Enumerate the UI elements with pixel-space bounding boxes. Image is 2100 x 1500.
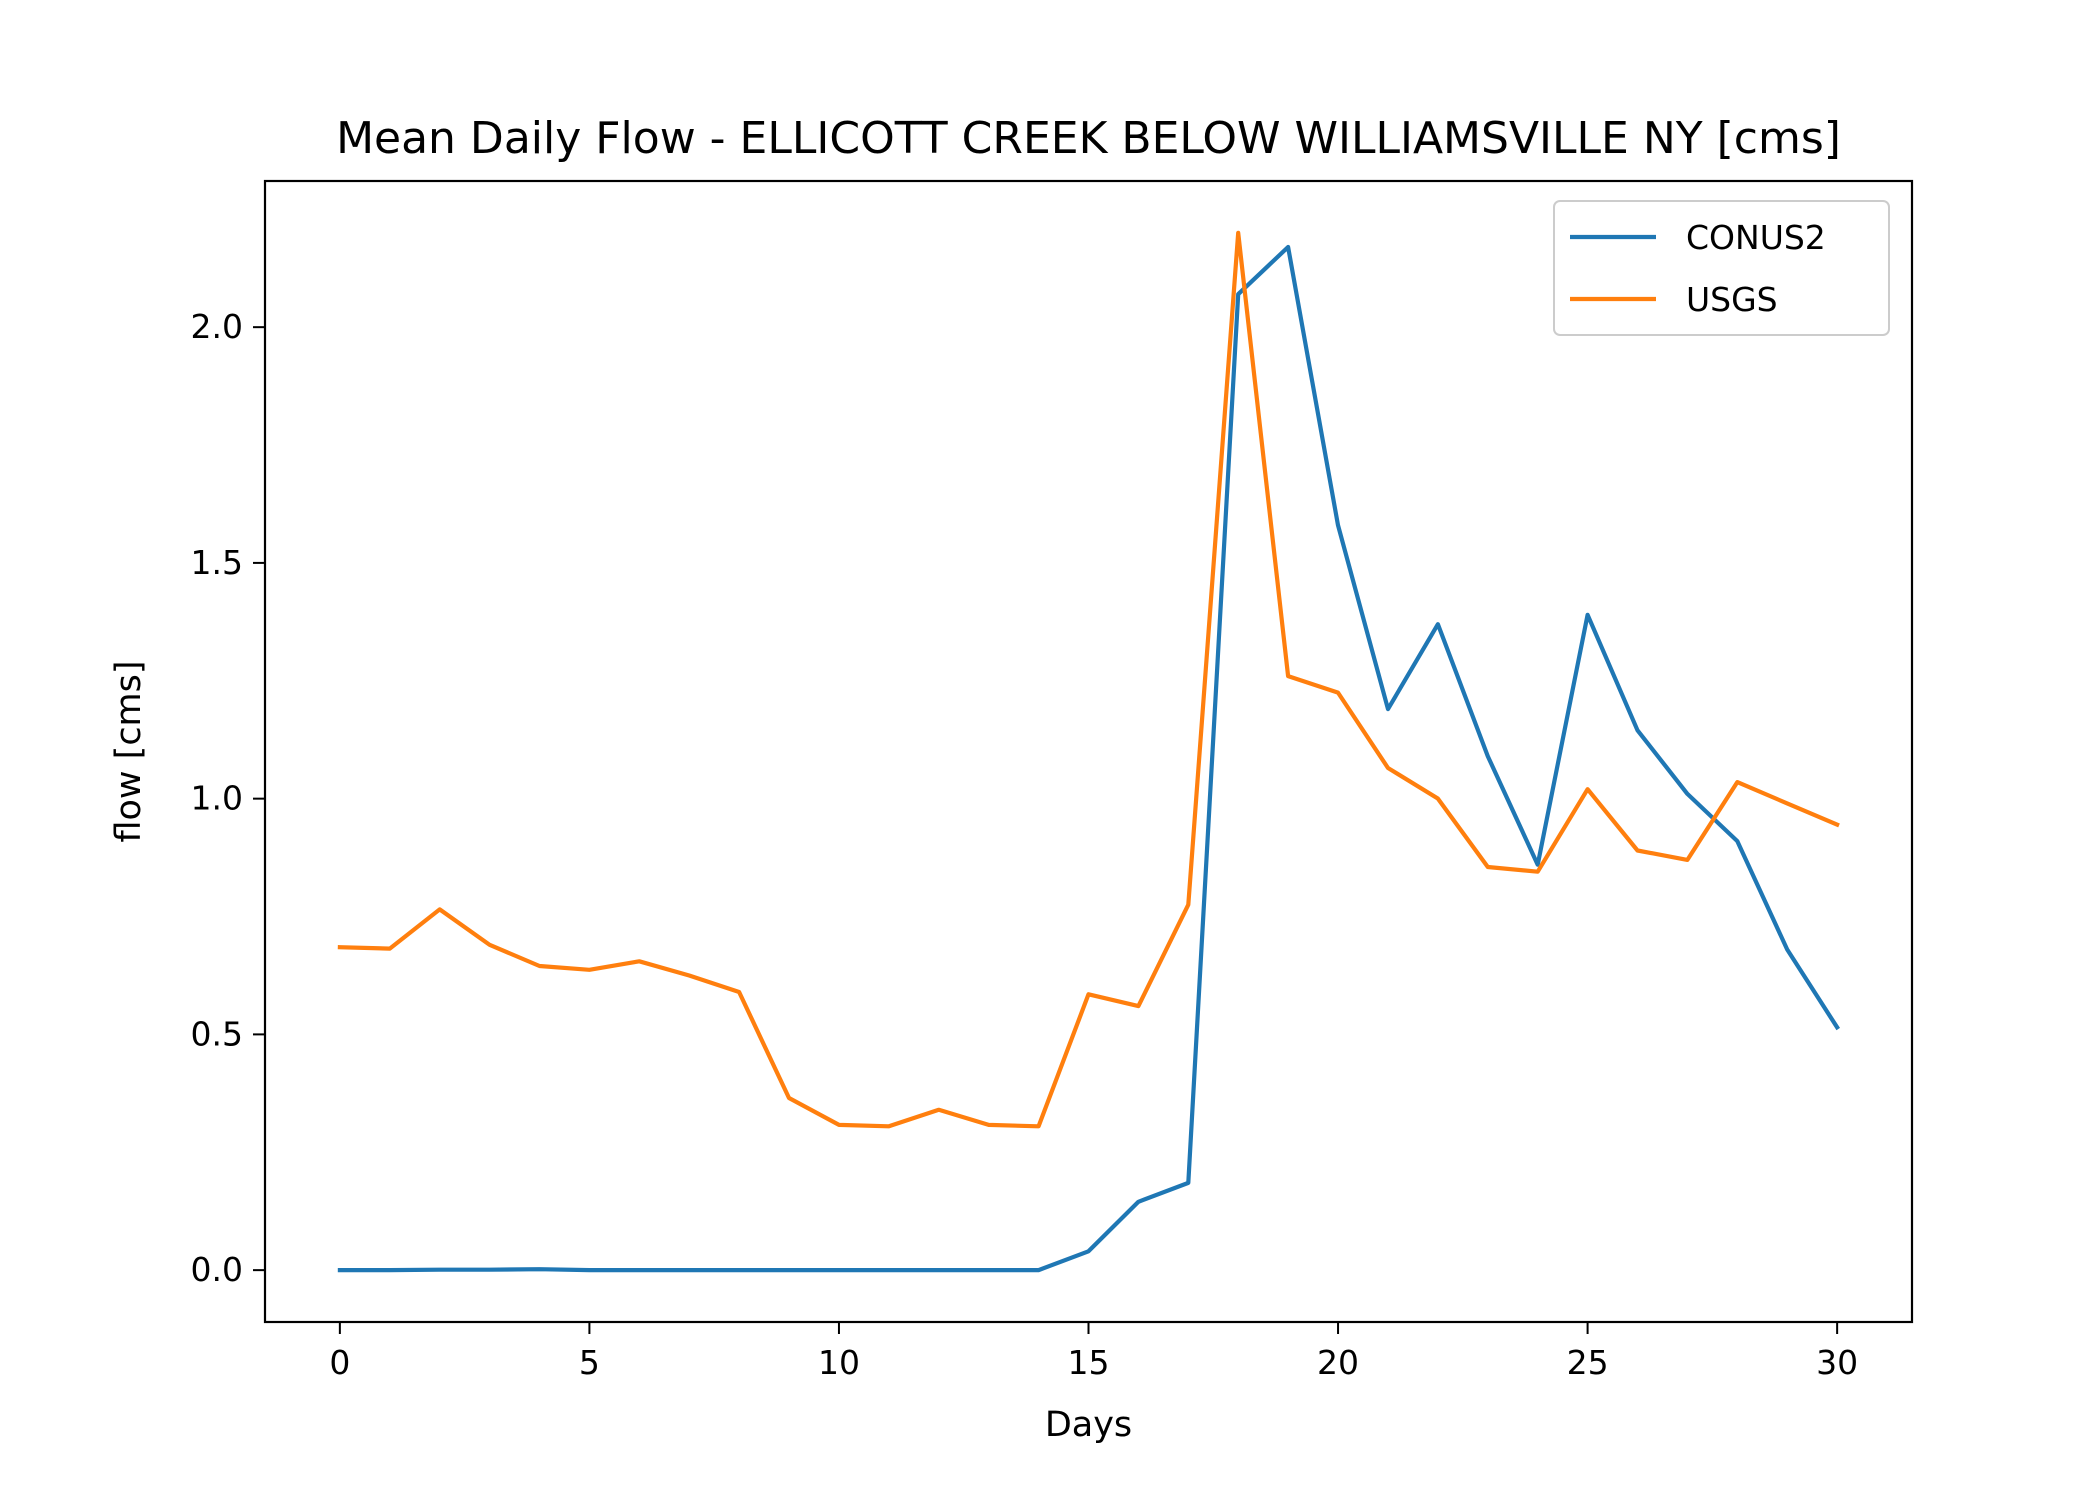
plot-area-frame — [263, 179, 1914, 1324]
series-line-conus2 — [337, 244, 1841, 1273]
legend: CONUS2 USGS — [1553, 200, 1890, 336]
x-tick-label: 10 — [818, 1343, 860, 1382]
x-tick-label: 25 — [1567, 1343, 1609, 1382]
y-tick-label: 1.0 — [191, 779, 243, 818]
chart-title: Mean Daily Flow - ELLICOTT CREEK BELOW W… — [336, 113, 1841, 164]
x-tick-label: 15 — [1068, 1343, 1110, 1382]
series-line-usgs — [337, 230, 1840, 1129]
x-tick-label: 5 — [579, 1343, 600, 1382]
axis-ticks: 0 5 10 15 20 25 30 0.0 0.5 1.0 1.5 2.0 — [191, 307, 1859, 1382]
series-lines — [337, 230, 1841, 1273]
legend-label-usgs: USGS — [1686, 280, 1778, 319]
y-tick-label: 1.5 — [191, 543, 243, 582]
y-tick-label: 0.0 — [191, 1250, 243, 1289]
legend-box — [1553, 200, 1890, 336]
x-axis-label: Days — [1045, 1405, 1132, 1445]
x-tick-label: 20 — [1317, 1343, 1359, 1382]
y-axis-label: flow [cms] — [109, 660, 149, 842]
y-tick-label: 0.5 — [191, 1014, 243, 1053]
y-tick-label: 2.0 — [191, 307, 243, 346]
legend-label-conus2: CONUS2 — [1686, 218, 1826, 257]
x-tick-label: 0 — [329, 1343, 350, 1382]
x-tick-label: 30 — [1816, 1343, 1858, 1382]
